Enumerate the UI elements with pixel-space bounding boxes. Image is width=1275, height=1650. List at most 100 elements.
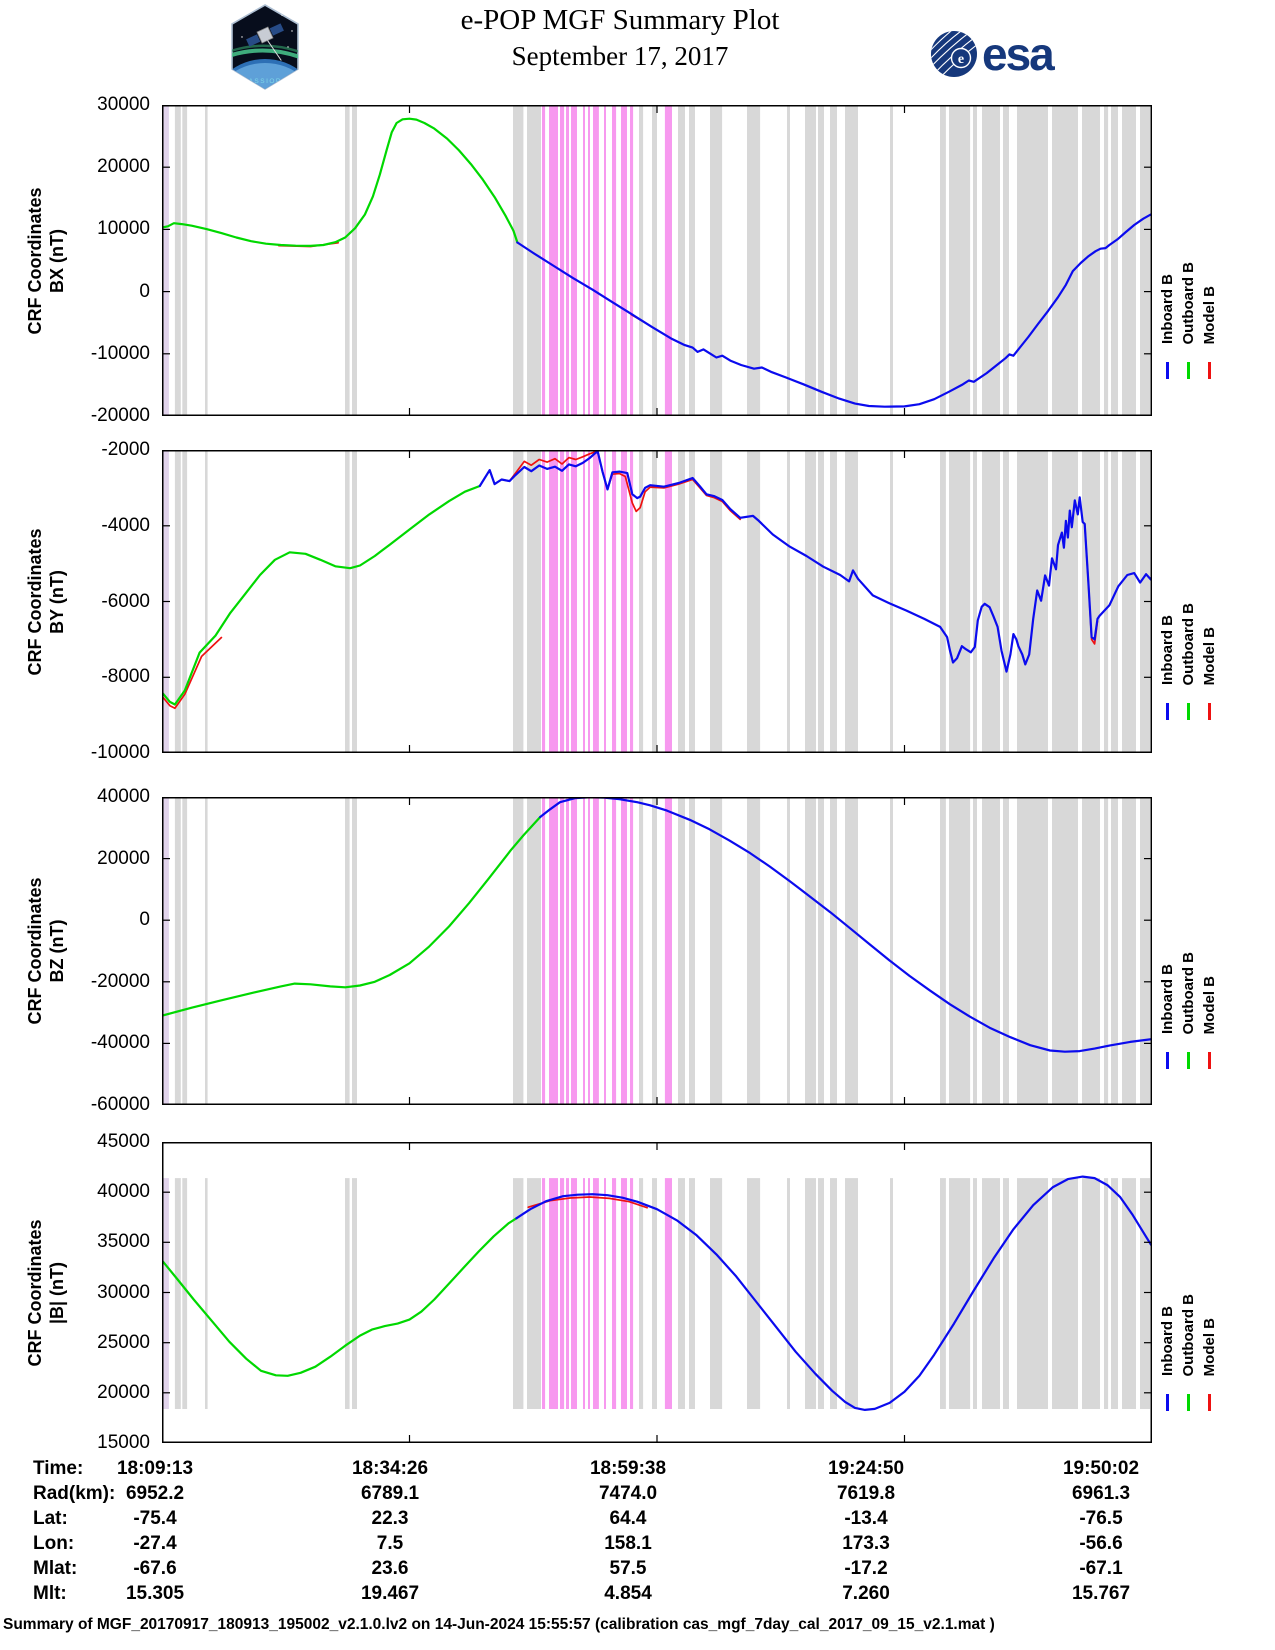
table-value: -13.4 (844, 1508, 888, 1529)
table-row-label-mlat: Mlat: (33, 1558, 78, 1579)
table-value: 23.6 (371, 1558, 409, 1579)
flag-band-m (664, 797, 672, 1105)
legend-label: Model B (1200, 285, 1218, 344)
y-axis-label-line2: BY (nT) (47, 569, 67, 634)
table-row-label-lat: Lat: (33, 1508, 68, 1529)
y-tick-label-bx: -20000 (90, 405, 150, 426)
flag-band-g (787, 797, 790, 1105)
flag-band-g (527, 105, 541, 416)
y-axis-label-bz: CRF Coordinates BZ (nT) (24, 877, 68, 1024)
legend-item: Model B (1199, 286, 1219, 379)
legend-label: Inboard B (1158, 615, 1176, 685)
flag-band-g (1122, 105, 1136, 416)
flag-band-g (805, 450, 816, 753)
legend-label: Inboard B (1158, 1306, 1176, 1376)
y-tick-label-bz: 0 (139, 909, 150, 930)
series-inboard-b (539, 796, 1154, 1053)
legend-label: Outboard B (1179, 951, 1197, 1035)
table-value: 173.3 (842, 1533, 890, 1554)
flag-band-m (612, 797, 617, 1105)
flag-band-m (664, 105, 672, 416)
flag-band-g (689, 1178, 695, 1409)
flag-band-g (830, 450, 837, 753)
flag-band-g (973, 105, 977, 416)
flag-band-g (1052, 797, 1078, 1105)
y-axis-label-line2: |B| (nT) (47, 1261, 67, 1324)
y-axis-label-line1: CRF Coordinates (25, 186, 45, 335)
legend-item: Inboard B (1157, 274, 1177, 379)
flag-band-g (1140, 797, 1150, 1105)
flag-band-g (527, 450, 541, 753)
flag-band-g (1052, 450, 1078, 753)
flag-band-m (588, 450, 590, 753)
flag-band-m (664, 450, 672, 753)
flag-band-m (571, 797, 577, 1105)
table-value: -67.1 (1079, 1558, 1123, 1579)
flag-band-m (549, 1178, 558, 1409)
flag-band-g (805, 797, 816, 1105)
flag-band-g (513, 1178, 524, 1409)
legend-line-sample (1186, 1394, 1190, 1411)
table-value: 19.467 (360, 1583, 420, 1604)
flag-band-m (571, 1178, 577, 1409)
legend-line-sample (1207, 1052, 1211, 1069)
flag-band-g (890, 1178, 893, 1409)
y-tick-label-bx: 20000 (97, 156, 150, 177)
panel-bx (160, 104, 1154, 417)
y-tick-label-bmag: 30000 (97, 1282, 150, 1303)
table-value: 7.5 (376, 1533, 404, 1554)
flag-band-g (1111, 450, 1118, 753)
flag-band-m (630, 1178, 634, 1409)
flag-band-g (1017, 450, 1048, 753)
flag-band-g (652, 450, 657, 753)
legend-line-sample (1165, 362, 1169, 379)
footer-summary-text: Summary of MGF_20170917_180913_195002_v2… (3, 1616, 995, 1633)
legend-item: Outboard B (1178, 1294, 1198, 1411)
y-tick-label-bmag: 20000 (97, 1382, 150, 1403)
y-tick-label-bmag: 40000 (97, 1181, 150, 1202)
flag-band-m (583, 797, 585, 1105)
legend-label: Inboard B (1158, 274, 1176, 344)
flag-band-g (818, 105, 824, 416)
table-value: -67.6 (133, 1558, 177, 1579)
flag-band-g (890, 105, 893, 416)
flag-band-g (940, 105, 946, 416)
flag-band-g (527, 797, 541, 1105)
flag-band-g (639, 797, 644, 1105)
flag-band-g (352, 450, 357, 753)
table-value: 19:24:50 (827, 1458, 905, 1479)
y-axis-label-bmag: CRF Coordinates |B| (nT) (24, 1219, 68, 1366)
legend-line-sample (1165, 703, 1169, 720)
flag-band-g (710, 797, 723, 1105)
flag-band-g (818, 1178, 824, 1409)
y-tick-label-bz: -20000 (90, 971, 150, 992)
table-row-label-time: Time: (33, 1458, 84, 1479)
flag-band-g (639, 105, 644, 416)
flag-band-g (527, 1178, 541, 1409)
flag-band-g (1003, 105, 1009, 416)
table-value: 15.305 (125, 1583, 185, 1604)
panel-bz (160, 796, 1154, 1106)
flag-band-g (1003, 1178, 1009, 1409)
flag-band-m (542, 1178, 546, 1409)
flag-band-m (566, 105, 569, 416)
legend-line-sample (1165, 1052, 1169, 1069)
flag-band-m (588, 1178, 590, 1409)
flag-band-g (710, 105, 723, 416)
legend-item: Outboard B (1178, 262, 1198, 379)
flag-band-g (1003, 450, 1009, 753)
flag-band-v (163, 1178, 169, 1409)
flag-band-g (845, 797, 858, 1105)
legend-item: Outboard B (1178, 603, 1198, 720)
flag-band-g (1140, 105, 1150, 416)
flag-band-g (949, 105, 971, 416)
flag-band-g (973, 1178, 977, 1409)
flag-band-m (588, 797, 590, 1105)
flag-band-g (830, 797, 837, 1105)
flag-band-g (1003, 797, 1009, 1105)
table-row-label-radkm: Rad(km): (33, 1483, 116, 1504)
table-value: 15.767 (1071, 1583, 1131, 1604)
flag-band-g (1017, 105, 1048, 416)
table-value: 7619.8 (836, 1483, 896, 1504)
flag-band-g (639, 1178, 644, 1409)
